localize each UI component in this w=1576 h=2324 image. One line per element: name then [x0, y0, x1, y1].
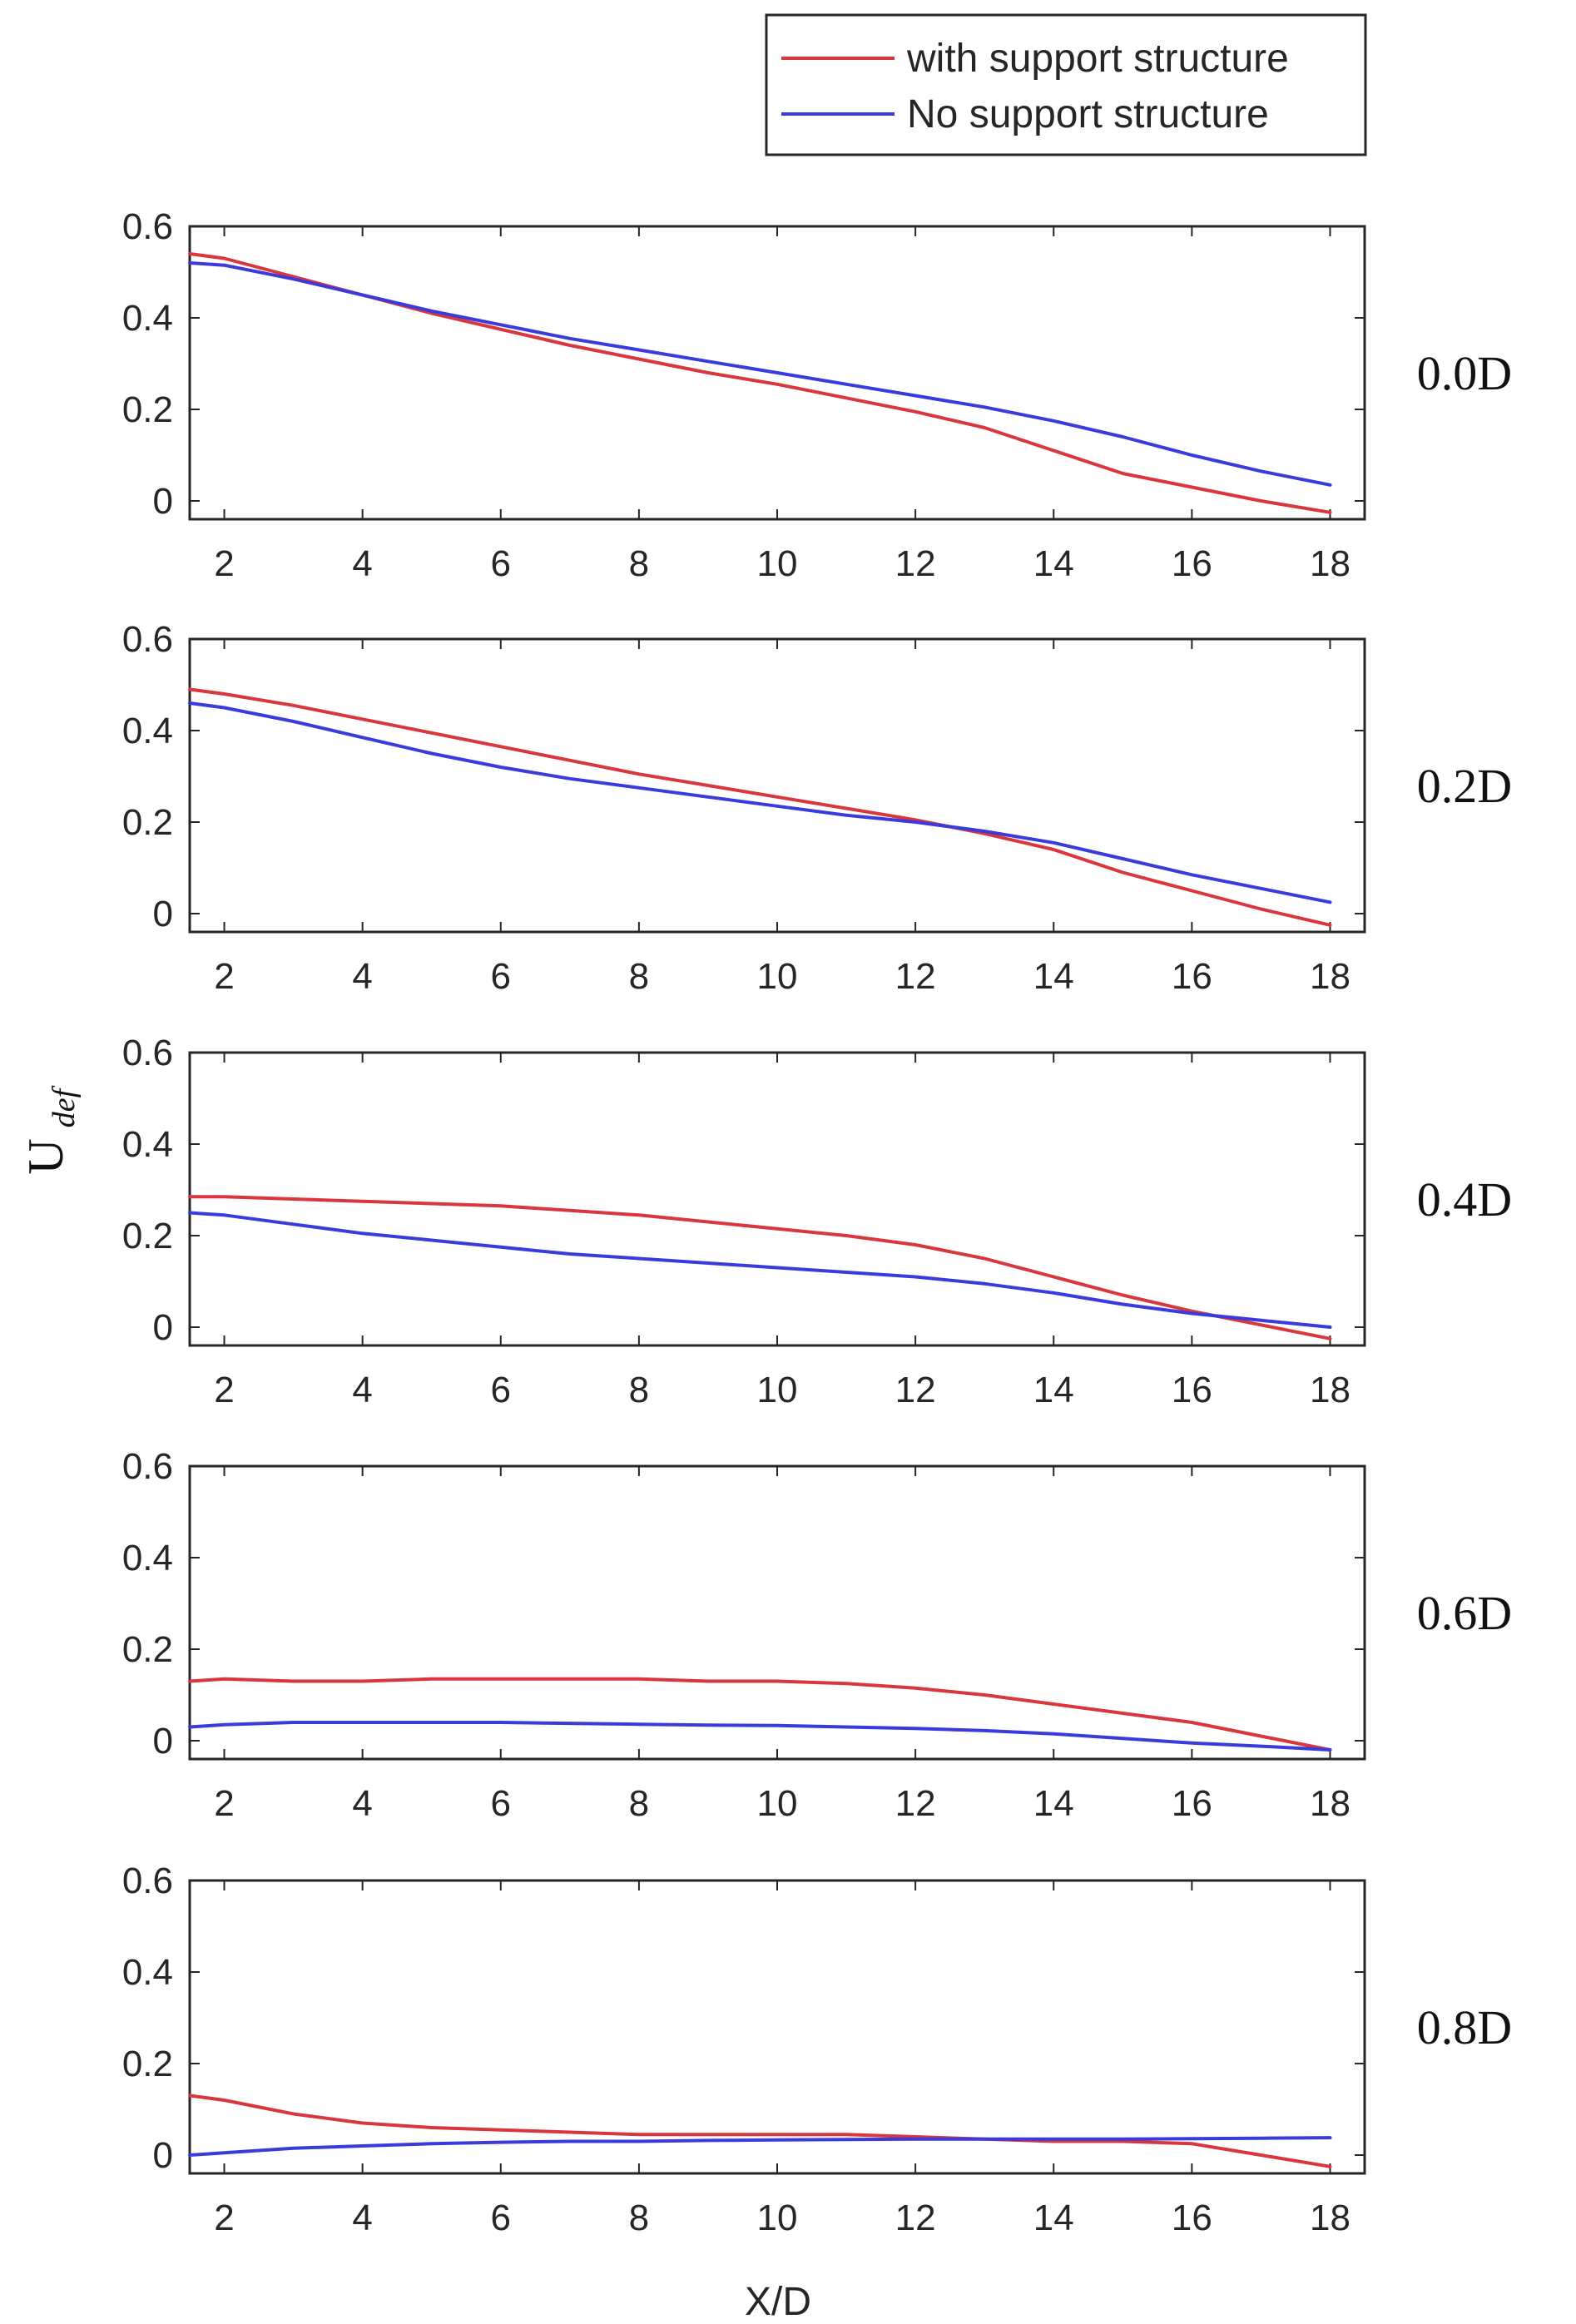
- series-line-with-support: [188, 2094, 1332, 2168]
- x-tick-label: 4: [352, 1783, 372, 1824]
- y-tick-label: 0.4: [122, 711, 173, 751]
- y-tick-label: 0.4: [122, 1124, 173, 1165]
- y-tick-label: 0.4: [122, 1952, 173, 1993]
- x-tick-label: 12: [895, 956, 936, 997]
- x-tick-label: 8: [629, 1370, 649, 1410]
- x-tick-label: 10: [757, 1370, 798, 1410]
- y-axis-title-subscript: def: [47, 1085, 82, 1127]
- x-tick-label: 18: [1310, 543, 1351, 584]
- subplot-0.0D: 2 4 6 8 10 12 14 16 18 0 0.2 0.4 0.6 0.0D: [122, 206, 1512, 584]
- panels: 2 4 6 8 10 12 14 16 18 0 0.2 0.4 0.6 0.0D 2 4 6 8 10 12 14 16…: [122, 206, 1512, 2238]
- series-line-no-support: [188, 2136, 1332, 2157]
- y-tick-label: 0.2: [122, 1216, 173, 1256]
- legend-label-with-support: with support structure: [906, 37, 1289, 81]
- series-line-with-support: [188, 1677, 1332, 1752]
- y-axis-title-main: U: [18, 1138, 73, 1174]
- panel-label: 0.6D: [1417, 1586, 1512, 1640]
- subplot-0.2D: 2 4 6 8 10 12 14 16 18 0 0.2 0.4 0.6 0.2D: [122, 619, 1512, 997]
- x-tick-label: 4: [352, 543, 372, 584]
- x-tick-label: 14: [1033, 1370, 1074, 1410]
- y-axis-title: U def: [18, 1085, 82, 1174]
- x-tick-label: 12: [895, 1783, 936, 1824]
- plot-area: [188, 1464, 1366, 1761]
- legend-label-no-support: No support structure: [907, 92, 1269, 136]
- x-tick-label: 6: [491, 543, 511, 584]
- y-tick-label: 0.2: [122, 2044, 173, 2084]
- y-tick-label: 0.2: [122, 389, 173, 430]
- series-line-no-support: [188, 1721, 1332, 1752]
- x-tick-label: 10: [757, 2198, 798, 2238]
- x-tick-label: 4: [352, 2198, 372, 2238]
- x-tick-label: 6: [491, 1783, 511, 1824]
- y-tick-label: 0: [153, 481, 173, 522]
- x-tick-label: 14: [1033, 2198, 1074, 2238]
- panel-label: 0.8D: [1417, 2000, 1512, 2054]
- x-tick-label: 12: [895, 543, 936, 584]
- panel-label: 0.0D: [1417, 346, 1512, 400]
- x-tick-label: 16: [1172, 2198, 1212, 2238]
- x-tick-label: 18: [1310, 2198, 1351, 2238]
- y-tick-label: 0.6: [122, 1446, 173, 1487]
- series-line-with-support: [188, 687, 1332, 927]
- x-tick-label: 2: [214, 2198, 234, 2238]
- x-tick-label: 10: [757, 1783, 798, 1824]
- y-tick-label: 0: [153, 2135, 173, 2176]
- legend: with support structure No support struct…: [765, 13, 1367, 156]
- x-tick-label: 2: [214, 543, 234, 584]
- x-tick-label: 16: [1172, 1783, 1212, 1824]
- series-line-no-support: [188, 261, 1332, 487]
- plot-area: [188, 1879, 1366, 2175]
- x-tick-label: 18: [1310, 956, 1351, 997]
- subplot-0.6D: 2 4 6 8 10 12 14 16 18 0 0.2 0.4 0.6 0.6D: [122, 1446, 1512, 1824]
- x-tick-label: 6: [491, 1370, 511, 1410]
- x-tick-label: 4: [352, 956, 372, 997]
- y-tick-label: 0.2: [122, 802, 173, 843]
- y-tick-label: 0.6: [122, 1033, 173, 1073]
- y-tick-label: 0.4: [122, 1538, 173, 1578]
- legend-box: [765, 13, 1367, 156]
- x-tick-label: 14: [1033, 543, 1074, 584]
- x-tick-label: 12: [895, 1370, 936, 1410]
- series-line-no-support: [188, 701, 1332, 904]
- x-tick-label: 14: [1033, 1783, 1074, 1824]
- subplot-0.8D: 2 4 6 8 10 12 14 16 18 0 0.2 0.4 0.6 0.8D: [122, 1861, 1512, 2238]
- x-tick-label: 4: [352, 1370, 372, 1410]
- x-tick-label: 8: [629, 543, 649, 584]
- x-tick-label: 12: [895, 2198, 936, 2238]
- plot-area: [188, 637, 1366, 934]
- x-tick-label: 2: [214, 1783, 234, 1824]
- subplot-0.4D: 2 4 6 8 10 12 14 16 18 0 0.2 0.4 0.6 0.4D: [122, 1033, 1512, 1410]
- x-tick-label: 10: [757, 543, 798, 584]
- x-tick-label: 2: [214, 1370, 234, 1410]
- y-tick-label: 0: [153, 1307, 173, 1348]
- x-tick-label: 18: [1310, 1783, 1351, 1824]
- x-axis-title: X/D: [745, 2280, 811, 2324]
- panel-label: 0.2D: [1417, 759, 1512, 813]
- y-tick-label: 0.6: [122, 619, 173, 660]
- x-tick-label: 18: [1310, 1370, 1351, 1410]
- y-tick-label: 0.6: [122, 206, 173, 247]
- series-line-with-support: [188, 1195, 1332, 1340]
- y-tick-label: 0.4: [122, 298, 173, 339]
- x-tick-label: 6: [491, 956, 511, 997]
- y-tick-label: 0.6: [122, 1861, 173, 1901]
- y-tick-label: 0: [153, 1721, 173, 1762]
- x-tick-label: 8: [629, 956, 649, 997]
- x-tick-label: 8: [629, 1783, 649, 1824]
- x-tick-label: 6: [491, 2198, 511, 2238]
- x-tick-label: 14: [1033, 956, 1074, 997]
- plot-area: [188, 1051, 1366, 1347]
- series-line-no-support: [188, 1211, 1332, 1329]
- x-tick-label: 16: [1172, 956, 1212, 997]
- x-tick-label: 2: [214, 956, 234, 997]
- x-tick-label: 16: [1172, 543, 1212, 584]
- panel-label: 0.4D: [1417, 1172, 1512, 1226]
- y-tick-label: 0.2: [122, 1629, 173, 1670]
- x-tick-label: 8: [629, 2198, 649, 2238]
- x-tick-label: 16: [1172, 1370, 1212, 1410]
- y-tick-label: 0: [153, 894, 173, 934]
- x-tick-label: 10: [757, 956, 798, 997]
